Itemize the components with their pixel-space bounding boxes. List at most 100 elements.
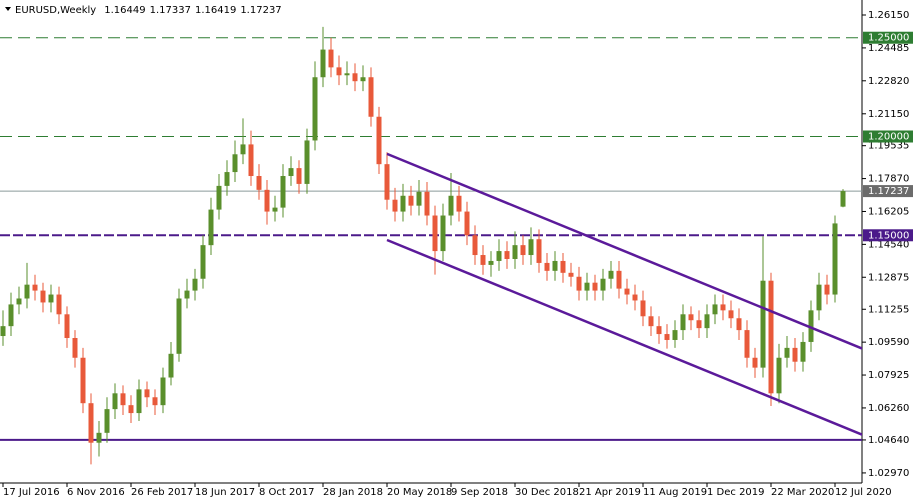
y-tick-label: 1.11255 xyxy=(868,304,909,315)
x-tick-label: 22 Mar 2020 xyxy=(771,487,834,498)
y-tick-label: 1.22820 xyxy=(868,76,909,87)
candle-body xyxy=(760,280,766,368)
level-tag xyxy=(863,130,913,143)
y-tick-label: 1.19535 xyxy=(868,141,909,152)
candle-body xyxy=(64,314,70,339)
candle-body xyxy=(408,195,414,206)
candle-body xyxy=(264,189,270,212)
candle-body xyxy=(552,260,558,271)
y-tick-label: 1.21150 xyxy=(868,109,909,120)
candle-body xyxy=(544,262,550,271)
candle-body xyxy=(160,377,166,406)
candle-body xyxy=(768,280,774,394)
candle-body xyxy=(272,207,278,212)
candle-body xyxy=(608,270,614,279)
candle-body xyxy=(560,260,566,273)
channel-line xyxy=(386,238,862,436)
plot-area xyxy=(0,26,862,465)
candle-body xyxy=(568,272,574,277)
candle-body xyxy=(824,284,830,295)
candle-body xyxy=(360,77,366,82)
candle-body xyxy=(208,209,214,246)
candle-body xyxy=(456,195,462,212)
candle-body xyxy=(336,67,342,76)
candle-body xyxy=(688,314,694,321)
candle-body xyxy=(256,176,262,190)
candle-body xyxy=(112,393,118,410)
y-tick-label: 1.14540 xyxy=(868,239,909,250)
candle-body xyxy=(248,144,254,177)
candle-body xyxy=(224,172,230,186)
candle-body xyxy=(752,357,758,368)
level-tag-label: 1.20000 xyxy=(868,132,909,143)
candle-body xyxy=(216,185,222,210)
candle-body xyxy=(328,49,334,68)
candle-body xyxy=(696,320,702,329)
x-tick-label: 9 Sep 2018 xyxy=(451,487,508,498)
candle-body xyxy=(48,294,54,303)
candle-body xyxy=(744,330,750,358)
x-tick-label: 1 Dec 2019 xyxy=(707,487,765,498)
candle-body xyxy=(344,73,350,76)
candle-body xyxy=(144,389,150,398)
candle-body xyxy=(416,191,422,206)
candle-body xyxy=(400,195,406,212)
x-tick-label: 8 Oct 2017 xyxy=(259,487,314,498)
candle-body xyxy=(152,397,158,406)
x-tick-label: 6 Nov 2016 xyxy=(67,487,125,498)
candle-body xyxy=(592,282,598,291)
chart-title: EURUSD,Weekly xyxy=(15,5,96,16)
candle-body xyxy=(120,393,126,406)
x-tick-label: 17 Jul 2016 xyxy=(3,487,60,498)
candle-body xyxy=(232,154,238,173)
candle-body xyxy=(776,357,782,394)
menu-triangle xyxy=(5,7,11,11)
ohlc-low: 1.16419 xyxy=(195,5,236,16)
candle-body xyxy=(392,199,398,212)
x-tick-label: 21 Apr 2019 xyxy=(579,487,641,498)
x-tick-label: 18 Jun 2017 xyxy=(195,487,255,498)
candle-body xyxy=(352,73,358,82)
candle-body xyxy=(72,338,78,358)
candle-body xyxy=(496,251,502,261)
candle-body xyxy=(192,278,198,291)
candle-body xyxy=(128,405,134,414)
candle-body xyxy=(448,195,454,216)
candle-body xyxy=(288,168,294,177)
x-tick-label: 12 Jul 2020 xyxy=(835,487,892,498)
level-tag xyxy=(863,31,913,44)
candle-body xyxy=(704,314,710,329)
ohlc-open: 1.16449 xyxy=(104,5,145,16)
candle-body xyxy=(8,304,14,327)
candle-body xyxy=(296,168,302,184)
level-tag xyxy=(863,229,913,242)
candle-body xyxy=(536,239,542,263)
candle-body xyxy=(368,77,374,117)
candle-body xyxy=(728,310,734,319)
candle-body xyxy=(784,347,790,358)
candle-body xyxy=(672,330,678,340)
candle-body xyxy=(440,215,446,252)
candle-body xyxy=(520,245,526,256)
candle-body xyxy=(40,290,46,303)
candle-body xyxy=(584,282,590,291)
candle-body xyxy=(0,326,6,337)
candle-body xyxy=(176,298,182,354)
candle-body xyxy=(104,409,110,433)
candle-body xyxy=(648,316,654,327)
candle-body xyxy=(240,144,246,155)
x-tick-label: 20 May 2018 xyxy=(387,487,452,498)
y-tick-label: 1.04640 xyxy=(868,435,909,446)
x-tick-label: 11 Aug 2019 xyxy=(643,487,707,498)
candle-body xyxy=(32,284,38,291)
y-tick-label: 1.26150 xyxy=(868,10,909,21)
y-tick-label: 1.16205 xyxy=(868,206,909,217)
candle-body xyxy=(136,389,142,414)
candle-body xyxy=(80,357,86,404)
candle-body xyxy=(88,403,94,443)
level-tag-label: 1.25000 xyxy=(868,33,909,44)
ohlc-high: 1.17337 xyxy=(150,5,191,16)
